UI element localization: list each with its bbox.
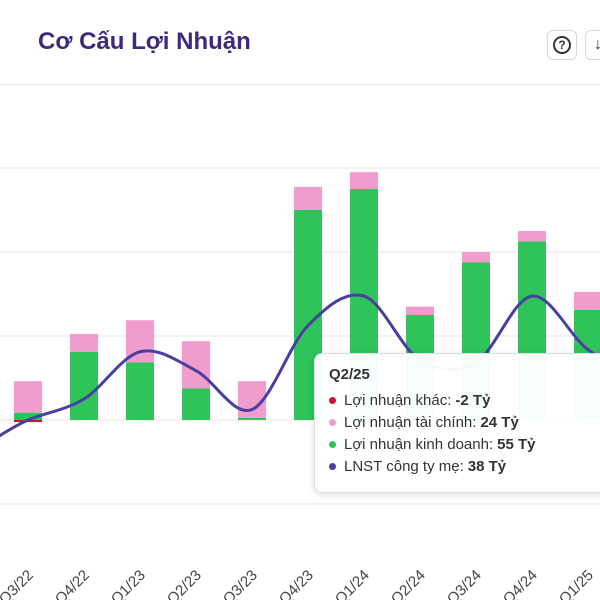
profit-structure-chart: Q3/22 Q4/22 Q1/23 Q2/23 Q3/23 Q4/23 Q1/24 Q2/24…: [0, 167, 600, 600]
bar-loi-nhuan-tai-chinh: [406, 306, 434, 315]
tooltip-row-lnst: LNST công ty mẹ: 38 Tỷ: [329, 455, 599, 477]
tooltip-title: Q2/25: [329, 366, 370, 383]
x-tick-label: Q4/22: [52, 567, 93, 600]
tooltip-row-tai-chinh: Lợi nhuận tài chính: 24 Tỷ: [329, 411, 599, 433]
tooltip-row-kinh-doanh: Lợi nhuận kinh doanh: 55 Tỷ: [329, 433, 599, 455]
tooltip-value: 55 Tỷ: [497, 435, 536, 453]
legend-dot-kinh-doanh: [329, 440, 336, 448]
legend-dot-khac: [329, 396, 336, 404]
download-button[interactable]: ↓: [585, 30, 600, 60]
bar-loi-nhuan-tai-chinh: [238, 381, 266, 418]
bar-loi-nhuan-tai-chinh: [462, 252, 490, 263]
x-tick-label: Q3/22: [0, 567, 37, 600]
help-button[interactable]: ?: [547, 30, 577, 60]
bar-loi-nhuan-tai-chinh: [294, 186, 322, 210]
download-icon: ↓: [594, 36, 600, 53]
bar-loi-nhuan-tai-chinh: [14, 381, 42, 413]
legend-dot-lnst: [329, 462, 336, 470]
lnst-line: [0, 293, 600, 438]
bar-loi-nhuan-kinh-doanh: [182, 388, 210, 420]
bar-loi-nhuan-kinh-doanh: [238, 417, 266, 420]
x-tick-label: Q3/24: [444, 567, 485, 600]
lnst-series-line: [0, 293, 600, 438]
legend-dot-tai-chinh: [329, 418, 336, 426]
bar-loi-nhuan-tai-chinh: [70, 333, 98, 352]
x-tick-label: Q4/24: [500, 567, 541, 600]
x-tick-label: Q3/23: [220, 567, 261, 600]
tooltip-label: LNST công ty mẹ:: [344, 457, 464, 475]
tooltip-value: -2 Tỷ: [455, 391, 491, 409]
chart-header: Cơ Cấu Lợi Nhuận ? ↓: [0, 0, 600, 85]
bar-loi-nhuan-kinh-doanh: [126, 362, 154, 420]
x-tick-label: Q4/23: [276, 567, 317, 600]
bar-loi-nhuan-tai-chinh: [350, 172, 378, 189]
tooltip-label: Lợi nhuận tài chính:: [344, 413, 477, 431]
bar-loi-nhuan-tai-chinh: [574, 291, 600, 310]
x-axis-ticks: Q3/22 Q4/22 Q1/23 Q2/23 Q3/23 Q4/23 Q1/24 Q2/24…: [0, 567, 597, 600]
tooltip-label: Lợi nhuận kinh doanh:: [344, 435, 494, 453]
x-tick-label: Q2/23: [164, 567, 205, 600]
chart-tooltip: Q2/25 Lợi nhuận khác: -2 Tỷ Lợi nhuận tà…: [314, 353, 600, 493]
bar-loi-nhuan-kinh-doanh: [14, 412, 42, 420]
tooltip-value: 24 Tỷ: [480, 413, 519, 431]
tooltip-label: Lợi nhuận khác:: [344, 391, 452, 409]
chart-title: Cơ Cấu Lợi Nhuận: [38, 28, 251, 55]
x-tick-label: Q1/24: [332, 567, 373, 600]
help-circle-icon: ?: [553, 36, 571, 54]
x-tick-label: Q1/25: [556, 567, 597, 600]
tooltip-value: 38 Tỷ: [467, 457, 507, 475]
x-tick-label: Q2/24: [388, 567, 429, 600]
bar-loi-nhuan-tai-chinh: [518, 231, 546, 242]
x-tick-label: Q1/23: [108, 567, 149, 600]
bar-loi-nhuan-kinh-doanh: [70, 351, 98, 420]
tooltip-row-khac: Lợi nhuận khác: -2 Tỷ: [329, 389, 599, 411]
